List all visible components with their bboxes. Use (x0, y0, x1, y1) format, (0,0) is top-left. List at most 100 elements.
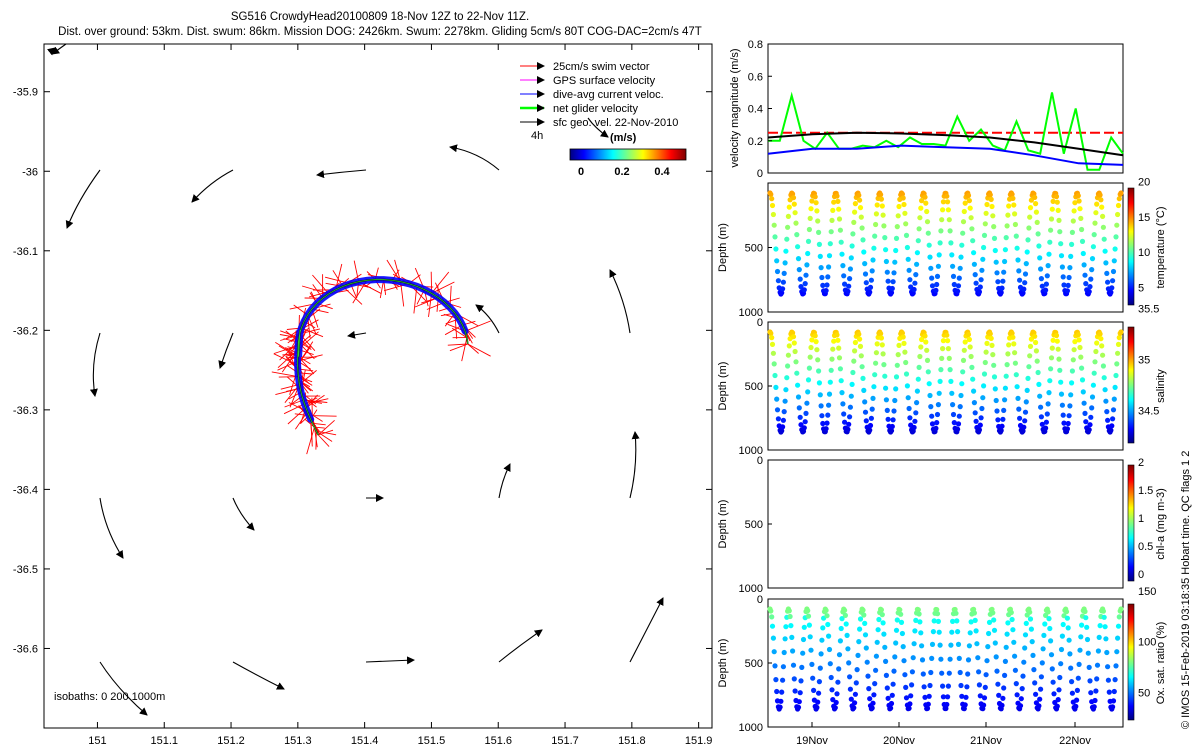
geo-arrow (629, 431, 640, 499)
profile-point (833, 699, 839, 706)
profile-point (1100, 224, 1106, 230)
profile-point (892, 397, 898, 404)
profile-point (820, 625, 826, 631)
velocity-lines (767, 91, 1124, 171)
profile-point (1072, 200, 1078, 206)
profile-point (1022, 271, 1029, 277)
profile-point (825, 274, 831, 280)
profile-point (1004, 362, 1010, 368)
profile-point (853, 680, 859, 686)
profile-point (984, 340, 990, 346)
profile-point (977, 422, 983, 428)
map-ytick-label: -35.9 (13, 87, 38, 99)
profile-point (1049, 345, 1055, 351)
profile-point (1102, 248, 1108, 254)
cbar-tick-label: 5 (1138, 282, 1144, 294)
profile-point (816, 241, 823, 247)
profile-point (1010, 195, 1016, 201)
glider-track-vectors (271, 259, 491, 455)
profile-point (878, 331, 884, 337)
profile-point (876, 616, 882, 623)
profile-point (1013, 233, 1019, 239)
profile-point (900, 644, 906, 650)
profile-point (1113, 663, 1119, 669)
profile-point (883, 247, 889, 253)
depth-ylabel: Depth (m) (717, 639, 729, 688)
profile-point (936, 390, 942, 396)
profile-point (842, 607, 848, 613)
profile-point (937, 240, 943, 246)
profile-point (862, 632, 869, 638)
profile-point (889, 423, 895, 430)
profile-point (891, 408, 897, 414)
profile-point (906, 267, 912, 273)
profile-point (1076, 337, 1082, 343)
profile-point (898, 619, 905, 626)
profile-point (964, 684, 970, 690)
panel-colorbar (1127, 326, 1135, 444)
depth-ytick-label: 1000 (739, 583, 763, 595)
profile-point (1115, 635, 1121, 641)
profile-point (1004, 631, 1010, 637)
profile-point (823, 288, 829, 294)
profile-point (779, 689, 785, 695)
profile-point (1109, 423, 1115, 429)
profile-point (924, 357, 931, 363)
profile-point (800, 636, 807, 643)
profile-point (992, 386, 998, 392)
map-xtick-label: 151 (88, 735, 106, 747)
profile-point (983, 672, 989, 678)
profile-point (923, 339, 929, 345)
profile-point (929, 283, 936, 289)
profile-point (846, 421, 852, 427)
profile-point (939, 355, 945, 361)
profile-point (862, 271, 869, 277)
depth-ytick-label: 500 (745, 381, 763, 393)
profile-point (871, 245, 877, 251)
profile-point (848, 255, 854, 261)
profile-point (834, 193, 840, 199)
profile-point (899, 191, 906, 197)
swim-vector (431, 271, 450, 294)
profile-point (1042, 621, 1048, 627)
profile-point (1077, 344, 1083, 351)
profile-point (1033, 691, 1039, 697)
profile-point (1012, 360, 1019, 366)
profile-point (1037, 393, 1043, 399)
swim-vector (304, 419, 315, 428)
profile-point (972, 617, 978, 624)
profile-point (930, 629, 937, 635)
profile-point (1072, 339, 1078, 345)
profile-point (1096, 634, 1102, 641)
profile-point (999, 702, 1005, 709)
profile-point (973, 418, 979, 424)
profile-point (831, 199, 837, 205)
profile-point (842, 281, 848, 287)
profile-point (947, 228, 953, 234)
profile-point (1035, 369, 1041, 376)
profile-point (893, 386, 899, 392)
profile-point (958, 392, 964, 399)
profile-point (973, 628, 979, 634)
profile-point (907, 701, 913, 707)
profile-point (816, 229, 822, 235)
profile-point (1043, 425, 1049, 431)
profile-point (805, 377, 812, 383)
profile-point (795, 704, 802, 710)
profile-point (1089, 405, 1095, 411)
profile-point (1069, 241, 1075, 247)
profile-point (848, 696, 854, 702)
profile-point (870, 257, 876, 263)
profile-point (1109, 285, 1115, 291)
profile-point (775, 278, 782, 284)
profile-point (955, 641, 962, 648)
profile-point (1033, 339, 1039, 346)
profile-point (1067, 651, 1073, 657)
profile-point (838, 239, 844, 245)
profile-point (836, 206, 842, 212)
swim-vector (353, 260, 360, 282)
profile-point (934, 411, 941, 418)
profile-point (1073, 703, 1079, 710)
profile-point (883, 385, 889, 391)
profile-point (895, 213, 901, 219)
